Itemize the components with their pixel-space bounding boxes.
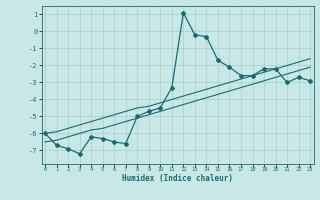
X-axis label: Humidex (Indice chaleur): Humidex (Indice chaleur) <box>122 174 233 183</box>
